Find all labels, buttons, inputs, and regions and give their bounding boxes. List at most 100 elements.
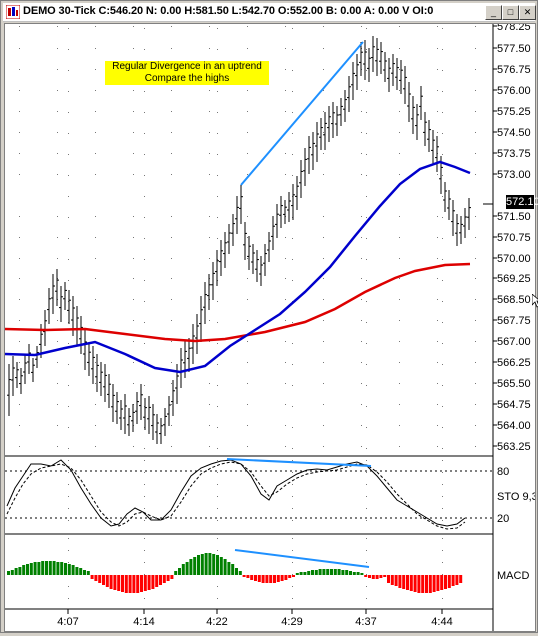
- grid-dot: [209, 404, 210, 405]
- grid-dot: [68, 49, 69, 50]
- grid-dot: [366, 520, 367, 521]
- macd-bar-positive: [75, 567, 79, 575]
- macd-bar-negative: [261, 575, 265, 583]
- grid-dot: [133, 174, 134, 175]
- grid-dot: [366, 406, 367, 407]
- grid-dot: [323, 341, 324, 342]
- chart-app-icon: [6, 5, 20, 19]
- time-label: 4:44: [431, 616, 452, 628]
- grid-dot: [19, 362, 20, 363]
- macd-bar-positive: [330, 569, 333, 575]
- price-axis: 578.25 577.50 576.75 576.00 575.25 574.50 573.…: [493, 21, 531, 453]
- grid-dot: [442, 406, 443, 407]
- grid-dot: [399, 111, 400, 112]
- grid-dot: [366, 508, 367, 509]
- grid-dot: [442, 70, 443, 71]
- grid-dot: [292, 550, 293, 551]
- grid-dot: [399, 404, 400, 405]
- macd-bar-negative: [280, 575, 284, 581]
- grid-dot: [323, 111, 324, 112]
- grid-dot: [437, 320, 438, 321]
- grid-dot: [292, 472, 293, 473]
- time-label: 4:22: [206, 616, 227, 628]
- grid-dot: [442, 343, 443, 344]
- grid-dot: [209, 174, 210, 175]
- grid-dot: [19, 90, 20, 91]
- grid-dot: [19, 132, 20, 133]
- macd-bar-negative: [159, 575, 162, 585]
- macd-bar-positive: [178, 568, 181, 575]
- close-button[interactable]: ✕: [519, 5, 536, 20]
- grid-dot: [133, 446, 134, 447]
- grid-dot: [361, 383, 362, 384]
- grid-dot: [247, 26, 248, 27]
- grid-dot: [95, 320, 96, 321]
- stoch-k-line: [6, 459, 466, 527]
- grid-dot: [442, 112, 443, 113]
- grid-dot: [95, 26, 96, 27]
- grid-dot: [171, 48, 172, 49]
- grid-dot: [144, 112, 145, 113]
- grid-dot: [361, 446, 362, 447]
- grid-dot: [217, 301, 218, 302]
- chart-canvas[interactable]: 578.25 577.50 576.75 576.00 575.25 574.50 573.…: [4, 21, 538, 631]
- grid-dot: [323, 258, 324, 259]
- maximize-button[interactable]: □: [502, 5, 519, 20]
- grid-dot: [171, 216, 172, 217]
- macd-bar-negative: [406, 575, 409, 590]
- grid-dot: [171, 341, 172, 342]
- grid-dot: [57, 237, 58, 238]
- grid-dot: [292, 70, 293, 71]
- title-bar[interactable]: DEMO 30-Tick C:546.20 N: 0.00 H:581.50 L…: [3, 3, 536, 22]
- grid-dot: [171, 111, 172, 112]
- grid-dot: [171, 278, 172, 279]
- grid-dot: [366, 550, 367, 551]
- grid-dot: [366, 460, 367, 461]
- grid-dot: [292, 496, 293, 497]
- grid-dot: [57, 216, 58, 217]
- grid-dot: [133, 299, 134, 300]
- macd-bar-negative: [417, 575, 421, 593]
- macd-bar-positive: [189, 559, 193, 575]
- grid-dot: [366, 427, 367, 428]
- macd-bar-negative: [364, 575, 368, 577]
- chart-area[interactable]: 578.25 577.50 576.75 576.00 575.25 574.50 573.…: [4, 21, 538, 632]
- macd-bar-positive: [235, 568, 238, 575]
- grid-dot: [437, 69, 438, 70]
- grid-dot: [285, 174, 286, 175]
- grid-dot: [292, 91, 293, 92]
- macd-bar-negative: [455, 575, 459, 585]
- grid-dot: [217, 406, 218, 407]
- grid-dot: [475, 425, 476, 426]
- grid-dot: [95, 111, 96, 112]
- slow-moving-average: [4, 262, 471, 343]
- grid-dot: [361, 216, 362, 217]
- minimize-button[interactable]: _: [485, 5, 502, 20]
- grid-dot: [292, 28, 293, 29]
- grid-dot: [323, 69, 324, 70]
- grid-dot: [209, 383, 210, 384]
- grid-dot: [361, 362, 362, 363]
- grid-dot: [171, 425, 172, 426]
- grid-dot: [437, 383, 438, 384]
- grid-dot: [19, 320, 20, 321]
- grid-dot: [323, 174, 324, 175]
- grid-dot: [366, 385, 367, 386]
- grid-dot: [361, 153, 362, 154]
- grid-dot: [209, 341, 210, 342]
- grid-dot: [19, 69, 20, 70]
- grid-dot: [475, 174, 476, 175]
- grid-dot: [361, 404, 362, 405]
- grid-dot: [323, 90, 324, 91]
- grid-dot: [442, 364, 443, 365]
- grid-dot: [437, 237, 438, 238]
- grid-dot: [217, 49, 218, 50]
- macd-bar-positive: [299, 572, 303, 575]
- grid-dot: [217, 175, 218, 176]
- grid-dot: [209, 90, 210, 91]
- grid-dot: [133, 26, 134, 27]
- grid-dot: [57, 111, 58, 112]
- grid-dot: [399, 320, 400, 321]
- grid-dot: [209, 111, 210, 112]
- grid-dot: [144, 238, 145, 239]
